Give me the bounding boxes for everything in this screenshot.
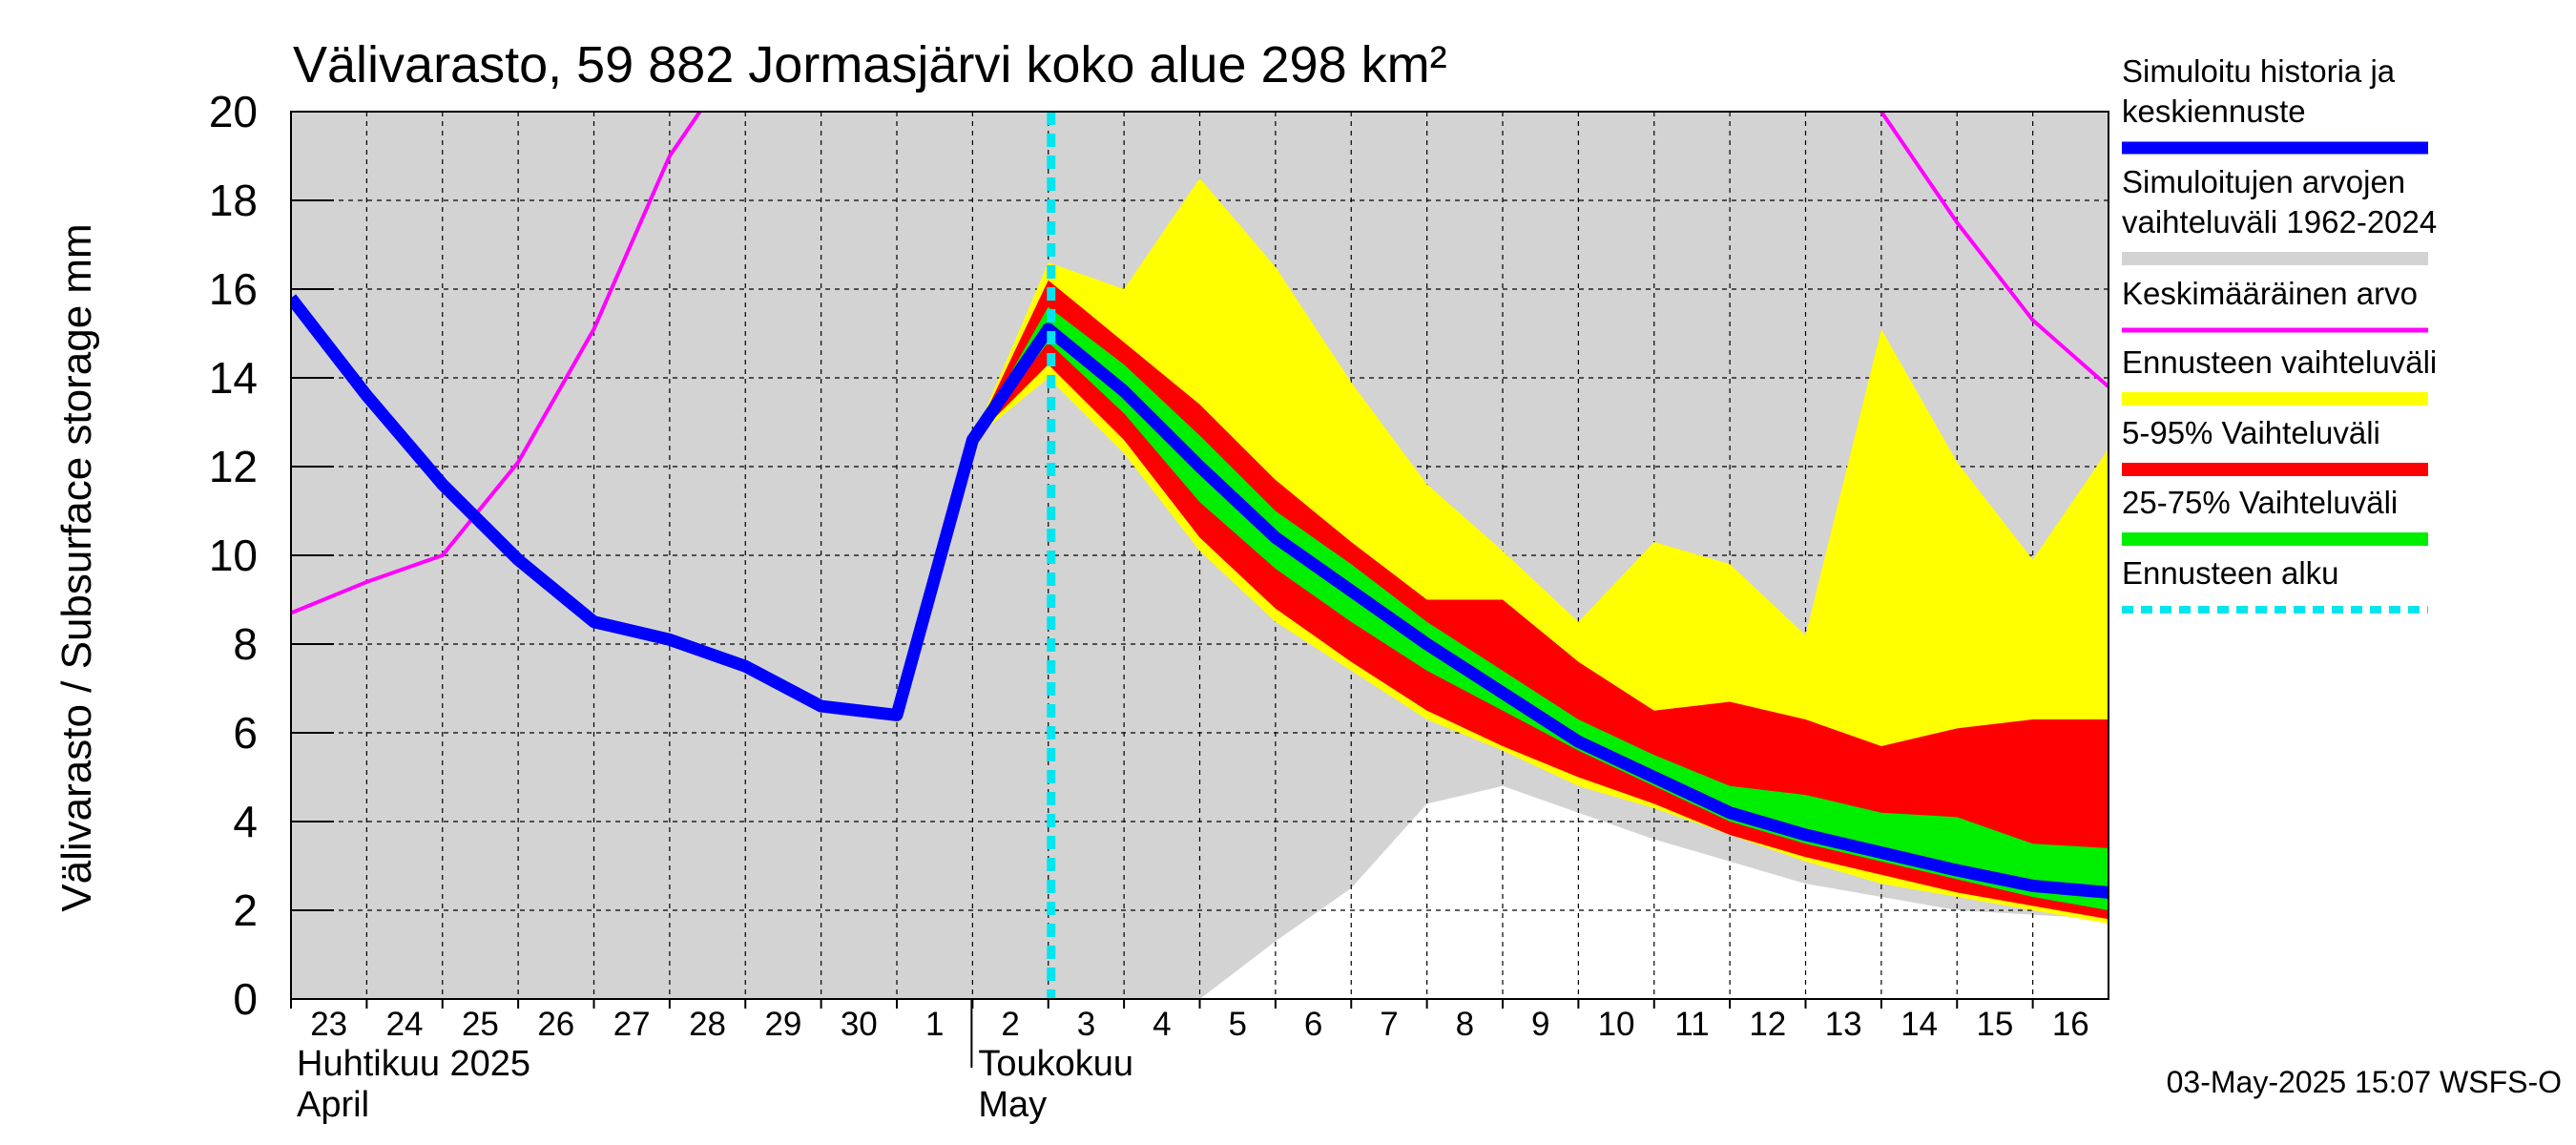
x-tick-label: 23 <box>310 1006 347 1043</box>
x-tick-label: 4 <box>1153 1006 1171 1043</box>
month-label-fi: Toukokuu <box>978 1044 1133 1084</box>
x-tick-label: 13 <box>1825 1006 1862 1043</box>
legend-item-forecast-range: Ennusteen vaihteluväli <box>2122 344 2437 406</box>
y-tick-labels: 0 2 4 6 8 10 12 14 16 18 20 <box>209 87 334 1024</box>
x-tick-label: 24 <box>386 1006 424 1043</box>
y-tick-label: 4 <box>233 797 258 846</box>
x-tick-labels: 23 24 25 26 27 28 29 30 1 2 3 4 5 6 7 8 9 10 11 12 13 14 15 16 <box>290 999 2089 1043</box>
x-tick-label: 12 <box>1749 1006 1786 1043</box>
x-tick-label: 29 <box>764 1006 801 1043</box>
y-tick-label: 8 <box>233 619 258 669</box>
legend-label: Ennusteen alku <box>2122 555 2339 591</box>
y-tick-label: 18 <box>209 176 258 225</box>
y-tick-label: 10 <box>209 531 258 580</box>
x-tick-label: 25 <box>462 1006 499 1043</box>
legend-label: Simuloitujen arvojen <box>2122 164 2405 199</box>
footer-timestamp: 03-May-2025 15:07 WSFS-O <box>2167 1065 2562 1099</box>
month-label-en: May <box>978 1085 1047 1125</box>
y-axis-label-group: Välivarasto / Subsurface storage mm <box>53 223 100 911</box>
x-tick-label: 26 <box>537 1006 574 1043</box>
y-tick-label: 12 <box>209 442 258 491</box>
y-axis-label: Välivarasto / Subsurface storage mm <box>53 223 100 911</box>
x-tick-label: 1 <box>925 1006 944 1043</box>
x-tick-label: 3 <box>1077 1006 1095 1043</box>
legend-item-range-5-95: 5-95% Vaihteluväli <box>2122 415 2428 476</box>
plot-series <box>291 112 2109 999</box>
range-5-95-band <box>972 280 2109 920</box>
legend-item-historical-range: Simuloitujen arvojen vaihteluväli 1962-20… <box>2122 164 2437 265</box>
x-tick-label: 8 <box>1456 1006 1474 1043</box>
legend-label: vaihteluväli 1962-2024 <box>2122 204 2437 239</box>
x-tick-label: 10 <box>1598 1006 1635 1043</box>
legend-item-forecast-start: Ennusteen alku <box>2122 555 2428 614</box>
month-label-en: April <box>297 1085 369 1125</box>
legend-label: Keskimääräinen arvo <box>2122 276 2418 311</box>
legend: Simuloitu historia jakeskiennusteSimuloi… <box>2122 53 2437 614</box>
x-tick-label: 6 <box>1304 1006 1322 1043</box>
x-tick-label: 5 <box>1228 1006 1246 1043</box>
y-tick-label: 6 <box>233 708 258 758</box>
y-tick-label: 14 <box>209 353 258 403</box>
simulated-median-line <box>291 294 2109 899</box>
x-tick-label: 16 <box>2052 1006 2089 1043</box>
x-tick-label: 11 <box>1674 1006 1709 1043</box>
chart-title: Välivarasto, 59 882 Jormasjärvi koko alu… <box>293 36 1447 94</box>
x-tick-label: 7 <box>1380 1006 1398 1043</box>
legend-label: 5-95% Vaihteluväli <box>2122 415 2380 450</box>
legend-label: keskiennuste <box>2122 94 2306 129</box>
x-tick-label: 9 <box>1531 1006 1549 1043</box>
legend-item-simulated-median: Simuloitu historia ja keskiennuste <box>2122 53 2428 155</box>
x-tick-label: 2 <box>1001 1006 1019 1043</box>
x-tick-label: 27 <box>613 1006 651 1043</box>
legend-label: 25-75% Vaihteluväli <box>2122 485 2398 520</box>
x-tick-label: 15 <box>1976 1006 2013 1043</box>
y-tick-label: 20 <box>209 87 258 136</box>
y-tick-label: 2 <box>233 885 258 935</box>
month-label-fi: Huhtikuu 2025 <box>297 1044 530 1084</box>
plot-area <box>290 111 2109 1000</box>
y-tick-label: 0 <box>233 974 258 1024</box>
x-tick-label: 30 <box>841 1006 878 1043</box>
legend-item-range-25-75: 25-75% Vaihteluväli <box>2122 485 2428 546</box>
legend-item-mean-value: Keskimääräinen arvo <box>2122 276 2428 333</box>
y-tick-label: 16 <box>209 264 258 314</box>
legend-label: Ennusteen vaihteluväli <box>2122 344 2437 380</box>
mean-value-line <box>291 112 2109 615</box>
x-tick-label: 14 <box>1901 1006 1938 1043</box>
x-tick-label: 28 <box>689 1006 726 1043</box>
legend-label: Simuloitu historia ja <box>2122 53 2396 89</box>
